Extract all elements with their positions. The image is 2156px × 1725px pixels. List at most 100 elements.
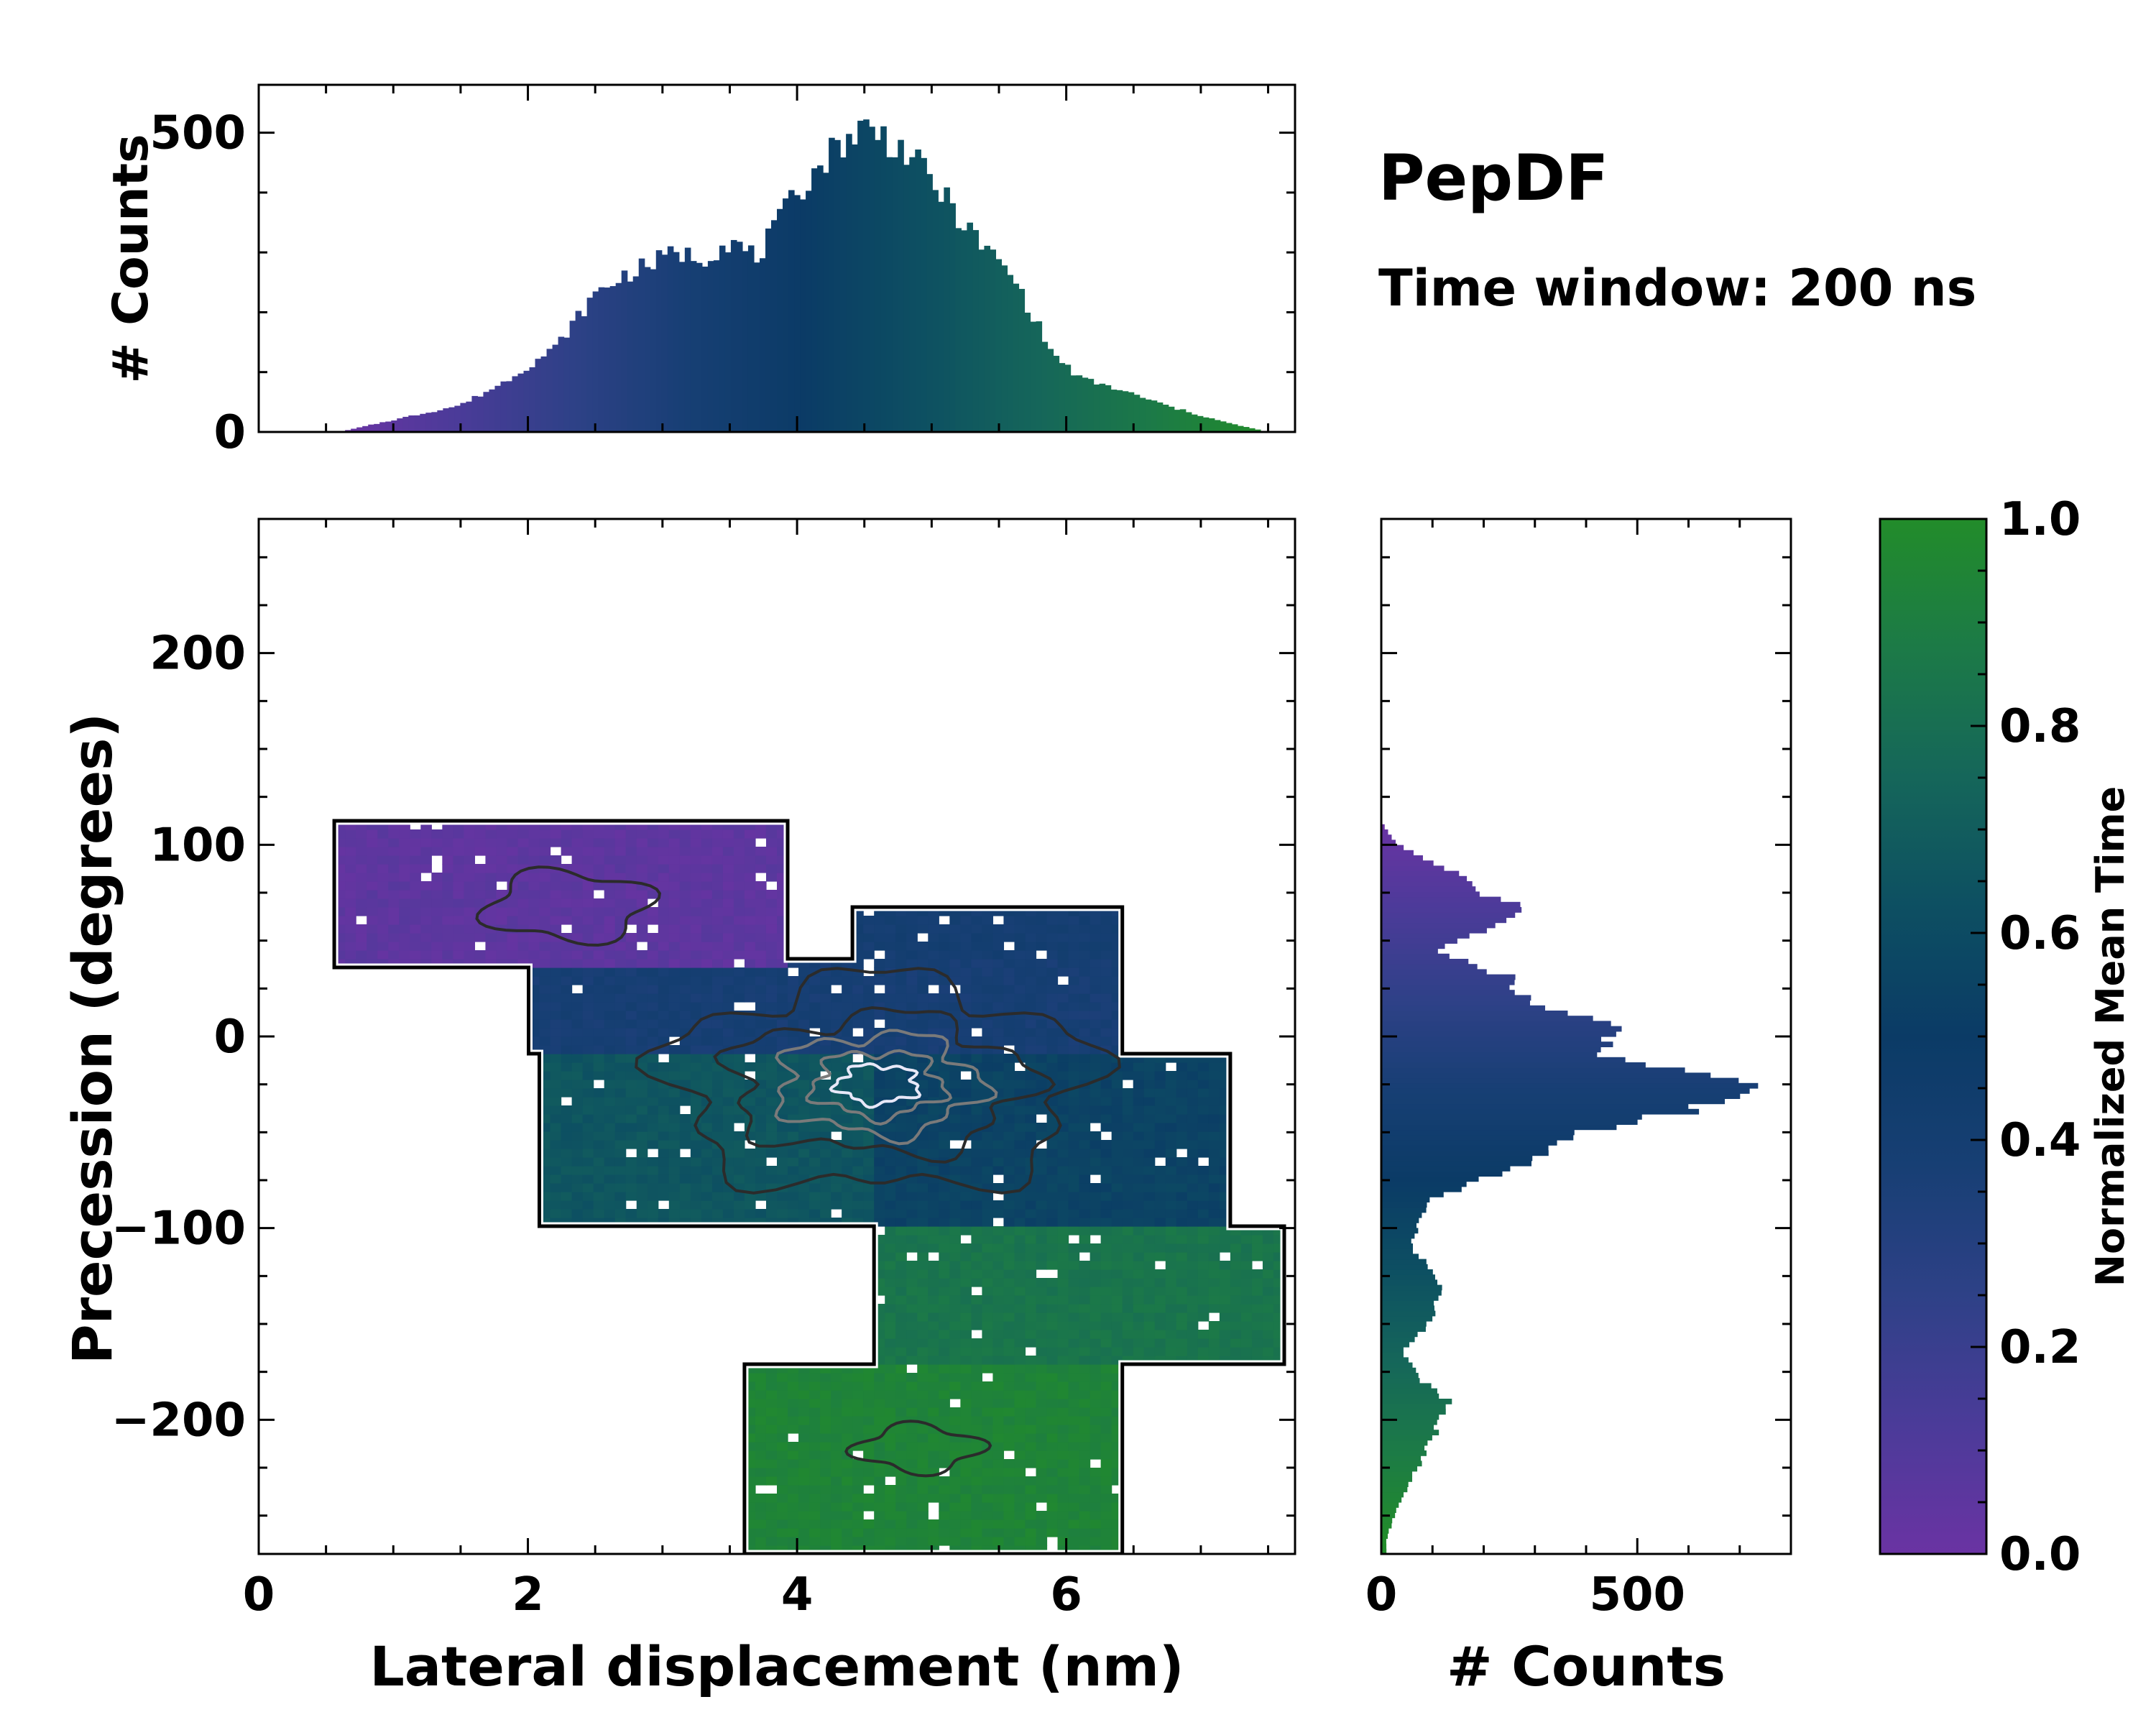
heatmap-cell (1003, 1157, 1015, 1167)
heatmap-cell (453, 942, 464, 951)
heatmap-cell (809, 1209, 821, 1218)
heatmap-cell (863, 1528, 875, 1537)
heatmap-cell (982, 1114, 994, 1123)
heatmap-cell (895, 976, 907, 985)
heatmap-cell (1014, 1373, 1026, 1382)
heatmap-cell (539, 1011, 551, 1020)
heatmap-cell (528, 847, 540, 856)
heatmap-cell (647, 1114, 659, 1123)
heatmap-cell (420, 864, 432, 873)
heatmap-cell (701, 1028, 713, 1037)
heatmap-cell (939, 1330, 950, 1339)
heatmap-cell (517, 890, 530, 899)
heatmap-cell (582, 1071, 594, 1080)
heatmap-cell (668, 855, 681, 865)
heatmap-cell (1025, 1028, 1037, 1037)
right-histogram-bar (1381, 1114, 1642, 1120)
top-histogram-bar (1110, 390, 1118, 432)
heatmap-cell (1089, 1519, 1102, 1529)
heatmap-cell (1208, 1218, 1220, 1227)
heatmap-cell (755, 1097, 767, 1106)
heatmap-cell (1100, 1019, 1112, 1029)
heatmap-cell (820, 1502, 831, 1512)
heatmap-cell (1251, 1338, 1263, 1348)
heatmap-cell (809, 1183, 821, 1192)
heatmap-cell (604, 1105, 616, 1115)
heatmap-cell (582, 1166, 594, 1175)
heatmap-cell (777, 1373, 788, 1382)
heatmap-cell (765, 1200, 778, 1210)
heatmap-cell (971, 1416, 982, 1425)
heatmap-cell (982, 1269, 994, 1279)
heatmap-cell (561, 1174, 573, 1184)
heatmap-cell (1262, 1330, 1274, 1339)
heatmap-cell (1057, 1054, 1069, 1063)
right-histogram-bar (1381, 1259, 1427, 1265)
heatmap-cell (820, 1442, 831, 1451)
heatmap-cell (1036, 1511, 1048, 1520)
heatmap-cell (1003, 1071, 1015, 1080)
heatmap-cell (1036, 993, 1048, 1003)
heatmap-cell (1176, 1338, 1188, 1348)
right-histogram-bar (1381, 1450, 1427, 1456)
heatmap-cell (960, 1511, 972, 1520)
heatmap-cell (1079, 1356, 1091, 1365)
heatmap-cell (949, 1200, 961, 1210)
heatmap-cell (647, 933, 659, 942)
heatmap-cell (1036, 1149, 1048, 1158)
heatmap-cell (604, 1114, 616, 1123)
heatmap-cell (949, 1356, 961, 1365)
heatmap-cell (939, 959, 950, 968)
right-histogram-xlabel: # Counts (1447, 1634, 1726, 1698)
heatmap-cell (1240, 1252, 1253, 1261)
density-contour-ring (829, 1062, 922, 1109)
heatmap-cell (1089, 1097, 1102, 1106)
heatmap-cell (1089, 1011, 1102, 1020)
heatmap-cell (852, 1149, 864, 1158)
heatmap-cell (1143, 1269, 1156, 1279)
heatmap-cell (1079, 1045, 1091, 1054)
heatmap-cell (1219, 1330, 1231, 1339)
heatmap-cell (744, 881, 756, 891)
heatmap-cell (1025, 1097, 1037, 1106)
heatmap-cell (744, 847, 756, 856)
heatmap-cell (885, 1450, 896, 1460)
top-histogram-bar (903, 165, 910, 432)
heatmap-cell (1068, 1450, 1080, 1460)
heatmap-cell (863, 1166, 875, 1175)
heatmap-cell (1240, 1261, 1253, 1270)
heatmap-cell (1046, 1330, 1059, 1339)
heatmap-cell (1219, 1261, 1231, 1270)
heatmap-cell (906, 1235, 918, 1244)
heatmap-cell (539, 1036, 551, 1046)
heatmap-cell (1122, 1269, 1134, 1279)
heatmap-cell (1089, 950, 1102, 960)
heatmap-cell (1036, 1183, 1048, 1192)
heatmap-cell (917, 1200, 929, 1210)
heatmap-cell (755, 1425, 767, 1434)
heatmap-cell (593, 1062, 605, 1072)
heatmap-cell (1046, 1140, 1059, 1149)
heatmap-cell (701, 847, 713, 856)
heatmap-cell (895, 1226, 907, 1236)
heatmap-cell (917, 1036, 929, 1046)
heatmap-cell (571, 838, 584, 847)
heatmap-cell (820, 1088, 831, 1098)
heatmap-cell (1100, 1519, 1112, 1529)
heatmap-cell (1068, 1287, 1080, 1296)
heatmap-cell (765, 907, 778, 916)
heatmap-cell (1068, 1252, 1080, 1261)
heatmap-cell (1111, 1347, 1123, 1356)
heatmap-cell (939, 1459, 950, 1468)
heatmap-cell (765, 829, 778, 839)
heatmap-cell (658, 1123, 670, 1132)
heatmap-cell (420, 847, 432, 856)
heatmap-cell (895, 959, 907, 968)
right-histogram-bar (1381, 1134, 1574, 1141)
heatmap-cell (906, 959, 918, 968)
heatmap-cell (658, 855, 670, 865)
heatmap-cell (1089, 1416, 1102, 1425)
heatmap-cell (1165, 1105, 1177, 1115)
heatmap-cell (852, 1131, 864, 1141)
